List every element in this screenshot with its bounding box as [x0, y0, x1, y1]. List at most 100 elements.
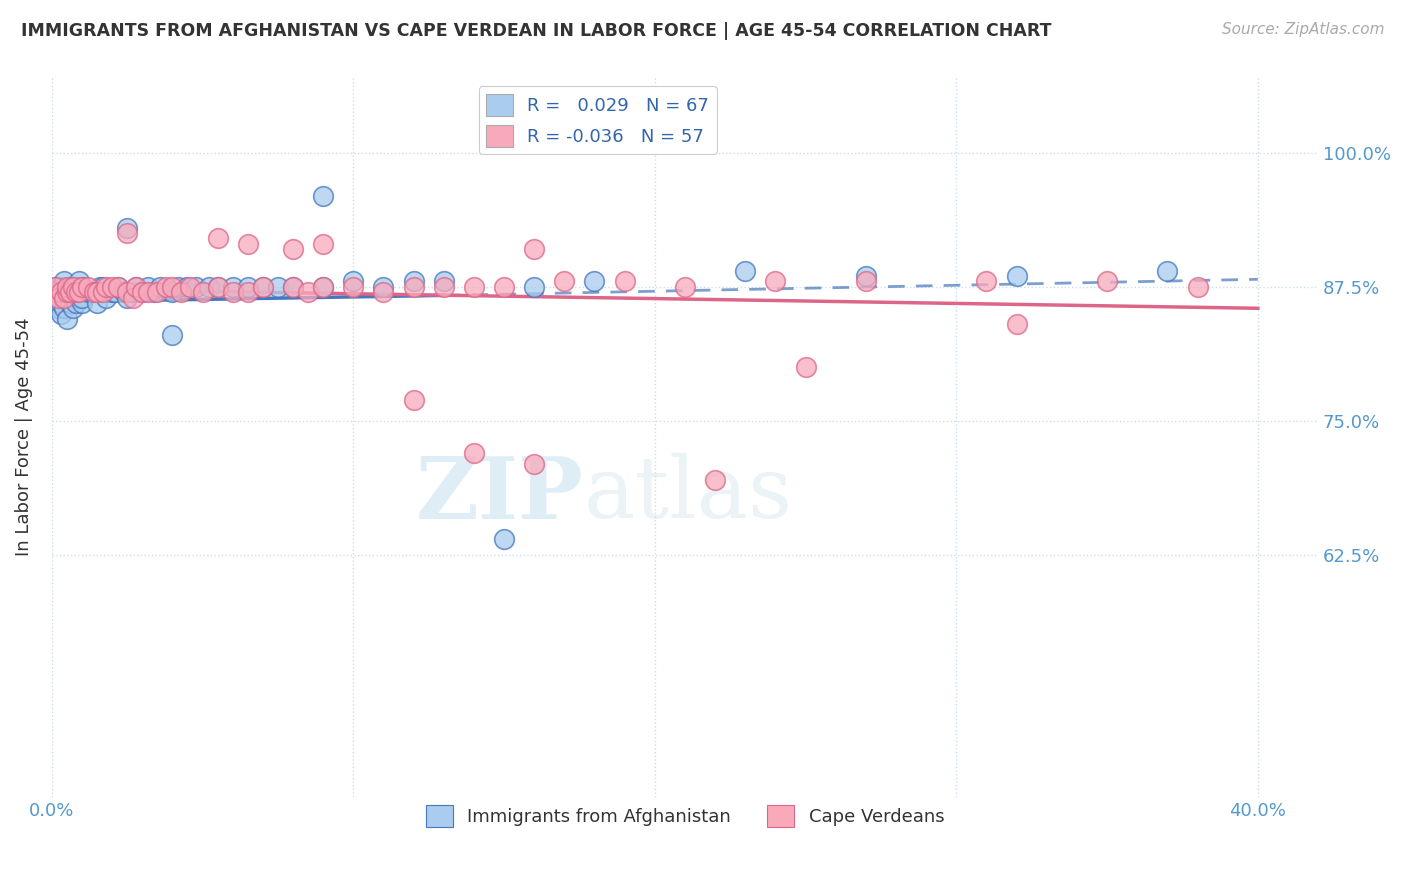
Point	[179, 280, 201, 294]
Text: Source: ZipAtlas.com: Source: ZipAtlas.com	[1222, 22, 1385, 37]
Point	[65, 280, 87, 294]
Point	[115, 220, 138, 235]
Point	[342, 280, 364, 294]
Point	[65, 296, 87, 310]
Point	[143, 285, 166, 300]
Point	[176, 280, 198, 294]
Point	[207, 280, 229, 294]
Point	[59, 285, 82, 300]
Point	[83, 285, 105, 300]
Point	[86, 296, 108, 310]
Point	[1187, 280, 1209, 294]
Point	[44, 285, 66, 300]
Point	[62, 301, 84, 316]
Point	[56, 285, 79, 300]
Point	[59, 280, 82, 294]
Point	[312, 280, 335, 294]
Point	[104, 285, 127, 300]
Point	[186, 280, 208, 294]
Point	[52, 291, 75, 305]
Point	[67, 285, 90, 300]
Point	[122, 285, 145, 300]
Point	[52, 275, 75, 289]
Point	[252, 280, 274, 294]
Point	[583, 275, 606, 289]
Point	[52, 291, 75, 305]
Point	[553, 275, 575, 289]
Point	[89, 280, 111, 294]
Point	[191, 285, 214, 300]
Point	[136, 285, 159, 300]
Point	[56, 312, 79, 326]
Point	[49, 285, 72, 300]
Point	[80, 285, 103, 300]
Legend: Immigrants from Afghanistan, Cape Verdeans: Immigrants from Afghanistan, Cape Verdea…	[419, 798, 952, 835]
Point	[149, 280, 172, 294]
Point	[59, 296, 82, 310]
Point	[402, 275, 425, 289]
Point	[613, 275, 636, 289]
Point	[207, 280, 229, 294]
Point	[523, 457, 546, 471]
Point	[170, 285, 193, 300]
Point	[373, 285, 395, 300]
Point	[91, 285, 114, 300]
Point	[433, 275, 456, 289]
Point	[83, 285, 105, 300]
Point	[236, 280, 259, 294]
Point	[107, 280, 129, 294]
Point	[855, 275, 877, 289]
Point	[297, 285, 319, 300]
Point	[122, 291, 145, 305]
Point	[402, 392, 425, 407]
Point	[673, 280, 696, 294]
Point	[115, 291, 138, 305]
Point	[492, 532, 515, 546]
Point	[704, 473, 727, 487]
Point	[46, 291, 69, 305]
Point	[207, 231, 229, 245]
Point	[125, 280, 148, 294]
Point	[70, 291, 93, 305]
Point	[70, 280, 93, 294]
Point	[115, 285, 138, 300]
Point	[146, 285, 169, 300]
Point	[94, 291, 117, 305]
Point	[77, 280, 100, 294]
Point	[1005, 268, 1028, 283]
Point	[101, 280, 124, 294]
Point	[855, 268, 877, 283]
Point	[523, 280, 546, 294]
Point	[342, 275, 364, 289]
Point	[312, 188, 335, 202]
Point	[62, 280, 84, 294]
Point	[492, 280, 515, 294]
Point	[86, 285, 108, 300]
Point	[281, 242, 304, 256]
Point	[44, 280, 66, 294]
Point	[433, 280, 456, 294]
Text: ZIP: ZIP	[416, 452, 583, 537]
Point	[281, 280, 304, 294]
Point	[221, 285, 243, 300]
Point	[46, 291, 69, 305]
Point	[734, 263, 756, 277]
Point	[70, 296, 93, 310]
Point	[312, 280, 335, 294]
Point	[62, 280, 84, 294]
Point	[59, 285, 82, 300]
Point	[136, 280, 159, 294]
Point	[763, 275, 786, 289]
Point	[67, 291, 90, 305]
Point	[162, 280, 184, 294]
Point	[162, 285, 184, 300]
Point	[1156, 263, 1178, 277]
Point	[463, 280, 485, 294]
Text: IMMIGRANTS FROM AFGHANISTAN VS CAPE VERDEAN IN LABOR FORCE | AGE 45-54 CORRELATI: IMMIGRANTS FROM AFGHANISTAN VS CAPE VERD…	[21, 22, 1052, 40]
Point	[101, 285, 124, 300]
Point	[52, 301, 75, 316]
Point	[70, 280, 93, 294]
Point	[794, 360, 817, 375]
Point	[49, 280, 72, 294]
Point	[125, 280, 148, 294]
